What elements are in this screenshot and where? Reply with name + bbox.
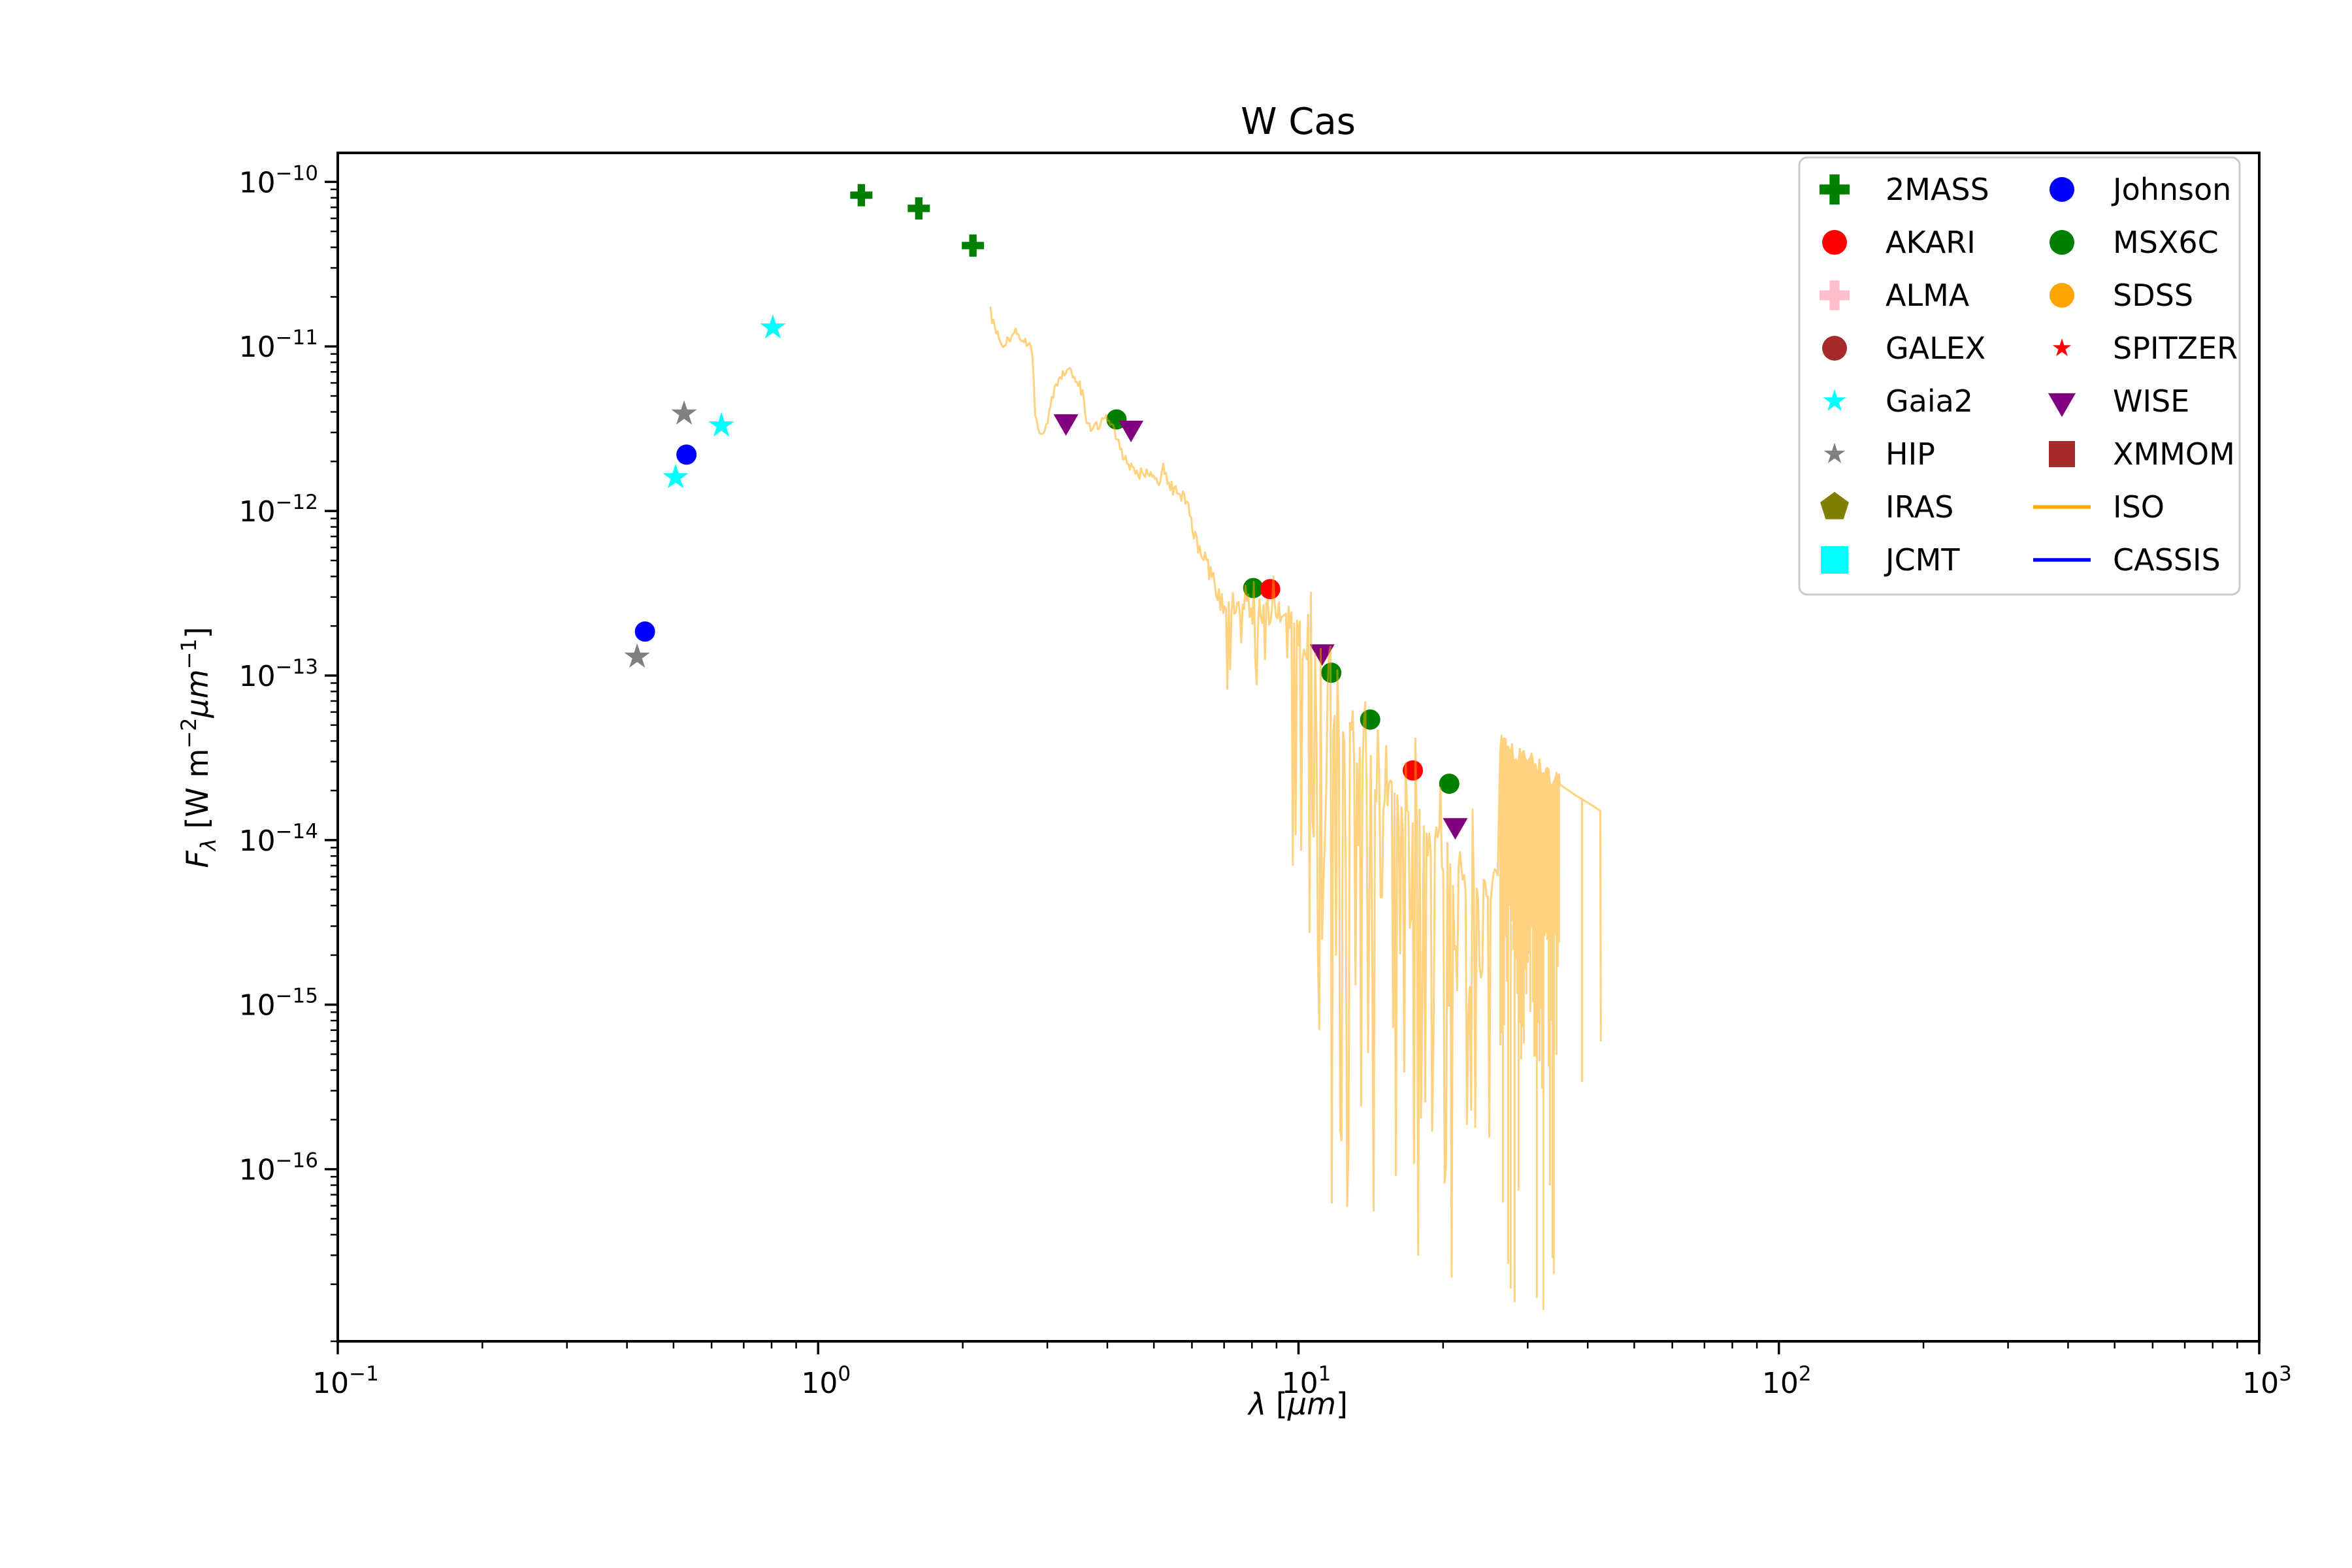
tick-label: 10−14	[239, 820, 318, 858]
johnson-point	[634, 621, 655, 642]
johnson-point	[676, 444, 697, 465]
tick-label: 101	[1282, 1362, 1331, 1400]
y-axis-label: Fλ [W m−2μm−1]	[176, 627, 221, 868]
legend-label-hip: HIP	[1886, 436, 1935, 472]
series-akari	[1260, 579, 1424, 781]
tick-label: 10−13	[239, 655, 318, 693]
legend-label-galex: GALEX	[1886, 331, 1985, 366]
legend-entry-hip: HIP	[1823, 436, 1935, 472]
2mass-point	[850, 184, 873, 206]
legend-entry-johnson: Johnson	[2050, 172, 2231, 207]
hip-legend-marker	[1823, 442, 1846, 463]
legend-label-iras: IRAS	[1886, 489, 1953, 525]
legend-entry-cassis: CASSIS	[2033, 542, 2221, 578]
legend-entry-iras: IRAS	[1820, 489, 1953, 525]
akari-legend-marker	[1822, 230, 1847, 255]
hip-point	[624, 643, 650, 668]
legend-box	[1798, 156, 2241, 596]
akari-point	[1260, 579, 1281, 600]
x-axis-label: λ [μm]	[1247, 1386, 1348, 1422]
wise-point	[1309, 644, 1335, 666]
msx6c-legend-marker	[2050, 230, 2074, 255]
iras-legend-marker	[1820, 491, 1849, 519]
chart-title: W Cas	[1241, 101, 1356, 143]
legend-entry-galex: GALEX	[1822, 331, 1985, 366]
tick-label: 100	[801, 1362, 851, 1400]
hip-point	[671, 400, 697, 425]
tick-label: 10−11	[239, 326, 318, 364]
iso-spectrum-curve	[989, 306, 1602, 1311]
legend-entry-alma: ALMA	[1820, 278, 1970, 313]
series-msx6c	[1106, 409, 1460, 794]
gaia2-point	[760, 314, 786, 339]
legend-label-sdss: SDSS	[2113, 278, 2193, 313]
tick-label: 10−15	[239, 985, 318, 1022]
wise-point	[1443, 818, 1468, 840]
legend-entry-jcmt: JCMT	[1821, 542, 1960, 578]
akari-point	[1403, 760, 1424, 781]
legend-label-spitzer: SPITZER	[2113, 331, 2238, 366]
tick-label: 10−12	[239, 491, 318, 529]
legend-label-akari: AKARI	[1886, 225, 1976, 260]
iso-spectrum	[989, 306, 1602, 1311]
legend-entry-akari: AKARI	[1822, 225, 1976, 260]
sdss-legend-marker	[2050, 283, 2074, 308]
legend-entry-2mass: 2MASS	[1820, 172, 1989, 207]
wise-point	[1053, 414, 1079, 436]
axes-frame: 10−1 100 101 102 103 10−10 10−11 10−12 10−13 10−1…	[176, 152, 2292, 1422]
gaia2-point	[662, 464, 689, 489]
tick-label: 10−16	[239, 1149, 318, 1187]
data-series	[624, 184, 1468, 840]
galex-legend-marker	[1822, 336, 1847, 361]
legend-entry-iso: ISO	[2033, 489, 2164, 525]
legend-entry-wise: WISE	[2048, 384, 2189, 419]
alma-legend-marker	[1820, 280, 1850, 311]
legend-label-jcmt: JCMT	[1884, 542, 1960, 578]
legend-label-2mass: 2MASS	[1886, 172, 1989, 207]
legend-label-gaia2: Gaia2	[1886, 384, 1973, 419]
tick-label: 10−10	[239, 161, 318, 199]
wise-legend-marker	[2048, 393, 2076, 417]
series-hip	[624, 400, 697, 668]
2mass-point	[962, 234, 985, 257]
tick-label: 103	[2242, 1362, 2292, 1400]
gaia2-point	[708, 412, 734, 437]
legend-entry-gaia2: Gaia2	[1823, 384, 1973, 419]
legend-entry-spitzer: SPITZER	[2052, 331, 2238, 366]
tick-label: 10−1	[312, 1362, 379, 1400]
series-2mass	[850, 184, 985, 257]
series-wise	[1053, 414, 1468, 840]
johnson-legend-marker	[2050, 177, 2074, 202]
series-gaia2	[662, 314, 786, 489]
jcmt-legend-marker	[1821, 546, 1848, 574]
gaia2-legend-marker	[1823, 389, 1846, 411]
legend-label-xmmom: XMMOM	[2113, 436, 2235, 472]
legend-label-msx6c: MSX6C	[2113, 225, 2219, 260]
legend-entry-msx6c: MSX6C	[2050, 225, 2219, 260]
legend: 2MASS AKARI ALMA GALEX Gaia2 HIP IRAS JCMT Johns…	[1798, 156, 2241, 596]
wise-point	[1119, 420, 1144, 442]
legend-label-alma: ALMA	[1886, 278, 1970, 313]
msx6c-point	[1439, 774, 1460, 794]
tick-label: 102	[1762, 1362, 1812, 1400]
2mass-legend-marker	[1820, 174, 1850, 205]
legend-entry-xmmom: XMMOM	[2049, 436, 2235, 472]
2mass-point	[907, 197, 930, 220]
xmmom-legend-marker	[2049, 441, 2075, 467]
spitzer-legend-marker	[2052, 338, 2072, 357]
legend-label-wise: WISE	[2113, 384, 2189, 419]
legend-label-johnson: Johnson	[2111, 172, 2231, 207]
legend-entry-sdss: SDSS	[2050, 278, 2193, 313]
series-johnson	[634, 444, 697, 642]
legend-label-iso: ISO	[2113, 489, 2164, 525]
legend-label-cassis: CASSIS	[2113, 542, 2221, 578]
